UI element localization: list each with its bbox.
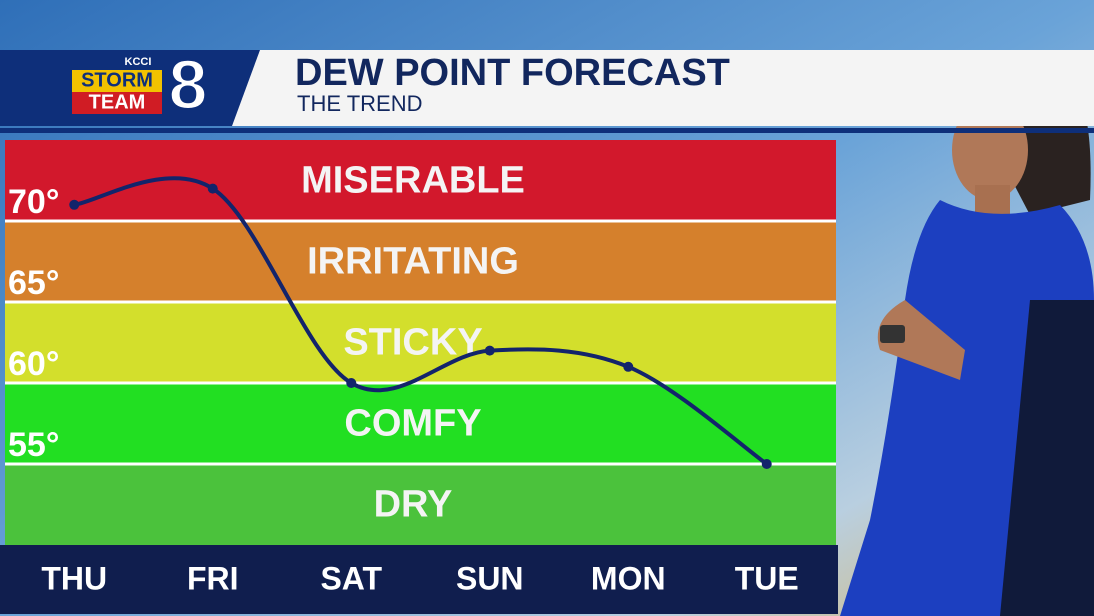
point <box>69 199 80 210</box>
x-tick-label: THU <box>41 560 107 596</box>
x-tick-label: MON <box>591 560 666 596</box>
title-band <box>232 50 1094 126</box>
band <box>5 383 836 464</box>
band-label: DRY <box>374 484 453 526</box>
x-tick-label: TUE <box>735 560 799 596</box>
chart-title: DEW POINT FORECAST <box>295 52 730 94</box>
point <box>207 183 218 194</box>
y-tick-label: 70° <box>8 183 59 221</box>
x-tick-label: SUN <box>456 560 524 596</box>
point <box>761 459 772 469</box>
header-rule <box>0 128 1094 133</box>
y-tick-label: 55° <box>8 426 59 464</box>
y-tick-label: 65° <box>8 264 59 302</box>
point <box>484 345 495 356</box>
band <box>5 221 836 302</box>
x-axis-bar <box>0 545 838 614</box>
band-label: COMFY <box>344 403 481 445</box>
y-tick-label: 60° <box>8 345 59 383</box>
chart-subtitle: THE TREND <box>297 91 423 116</box>
band-label: MISERABLE <box>301 160 525 202</box>
logo-text: TEAM <box>89 91 146 113</box>
logo-channel: 8 <box>169 45 208 123</box>
logo-bar <box>72 92 162 114</box>
logo-bar <box>72 70 162 92</box>
x-tick-label: FRI <box>187 560 239 596</box>
logo-text: STORM <box>81 69 153 91</box>
point <box>623 361 634 372</box>
line <box>73 176 768 466</box>
band <box>5 464 836 545</box>
band <box>5 302 836 383</box>
band-label: IRRITATING <box>307 241 519 283</box>
point <box>346 378 357 388</box>
logo-station: KCCI <box>125 56 152 68</box>
x-tick-label: SAT <box>320 560 382 596</box>
